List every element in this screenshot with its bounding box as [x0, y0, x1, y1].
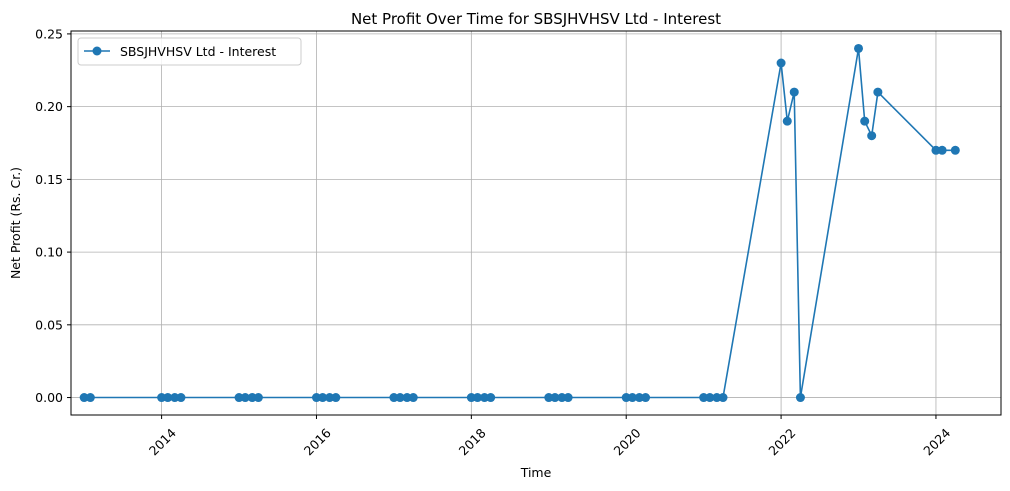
x-tick-label: 2020	[610, 425, 643, 458]
data-point	[782, 116, 792, 126]
data-point	[705, 393, 715, 403]
data-point	[325, 393, 335, 403]
legend-box	[77, 37, 302, 66]
legend-label: SBSJHVHSV Ltd - Interest	[120, 44, 276, 59]
data-point	[641, 393, 651, 403]
data-point	[247, 393, 257, 403]
data-point	[873, 87, 883, 97]
y-tick-label: 0.00	[35, 390, 63, 405]
data-point	[860, 116, 870, 126]
y-tick-label: 0.25	[35, 26, 63, 41]
data-point	[234, 393, 244, 403]
data-point	[389, 393, 399, 403]
data-point	[408, 393, 418, 403]
data-point	[79, 393, 89, 403]
series-line	[84, 48, 956, 399]
data-point	[544, 393, 554, 403]
data-point	[699, 393, 709, 403]
data-point	[621, 393, 631, 403]
data-point	[157, 393, 167, 403]
chart-title: Net Profit Over Time for SBSJHVHSV Ltd -…	[351, 10, 721, 28]
data-point	[473, 393, 483, 403]
y-tick-label: 0.05	[35, 317, 63, 332]
data-point	[402, 393, 412, 403]
y-axis-label: Net Profit (Rs. Cr.)	[8, 167, 23, 279]
data-point	[170, 393, 180, 403]
x-axis-label: Time	[520, 465, 552, 480]
data-point	[550, 393, 560, 403]
data-point	[867, 131, 877, 141]
legend-marker	[92, 46, 102, 56]
x-tick-label: 2016	[301, 425, 334, 458]
y-tick-label: 0.15	[35, 172, 63, 187]
data-point	[240, 393, 250, 403]
x-tick-label: 2014	[146, 425, 179, 458]
data-point	[163, 393, 173, 403]
data-point	[627, 393, 637, 403]
data-point	[854, 43, 864, 53]
data-point	[557, 393, 567, 403]
x-tick-label: 2024	[920, 425, 953, 458]
data-point	[318, 393, 328, 403]
series-layer	[79, 43, 960, 403]
y-tick-label: 0.10	[35, 245, 63, 260]
y-tick-label: 0.20	[35, 99, 63, 114]
data-point	[176, 393, 186, 403]
data-point	[776, 58, 786, 68]
data-point	[795, 393, 805, 403]
plot-frame	[70, 30, 1002, 416]
data-point	[634, 393, 644, 403]
data-point	[253, 393, 263, 403]
data-point	[85, 393, 95, 403]
data-point	[486, 393, 496, 403]
data-point	[937, 145, 947, 155]
data-point	[395, 393, 405, 403]
data-point	[311, 393, 321, 403]
x-tick-label: 2022	[765, 425, 798, 458]
data-point	[563, 393, 573, 403]
data-point	[466, 393, 476, 403]
data-point	[789, 87, 799, 97]
data-point	[712, 393, 722, 403]
y-axis: 0.00 0.05 0.10 0.15 0.20 0.25	[35, 26, 71, 405]
x-axis: 2014 2016 2018 2020 2022 2024	[146, 415, 953, 458]
data-point	[331, 393, 341, 403]
legend[interactable]: SBSJHVHSV Ltd - Interest	[77, 37, 302, 66]
data-point	[718, 393, 728, 403]
data-point	[931, 145, 941, 155]
data-point	[480, 393, 490, 403]
x-tick-label: 2018	[456, 425, 489, 458]
data-point	[950, 145, 960, 155]
